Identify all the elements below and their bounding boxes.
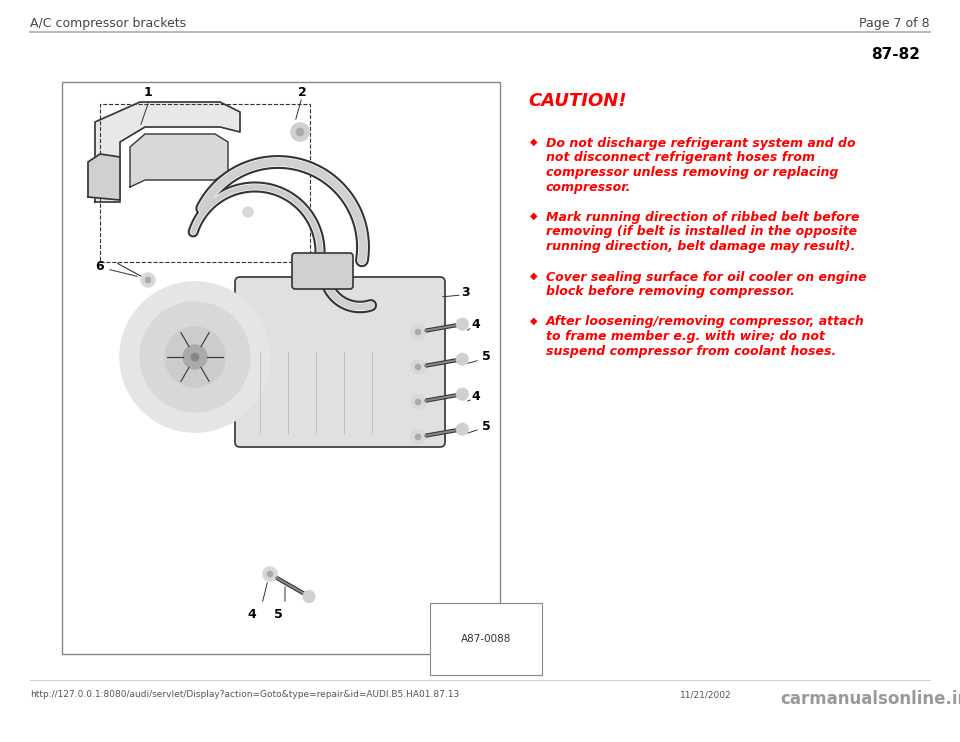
Text: compressor unless removing or replacing: compressor unless removing or replacing: [546, 166, 838, 179]
Text: Do not discharge refrigerant system and do: Do not discharge refrigerant system and …: [546, 137, 855, 150]
Circle shape: [415, 399, 421, 405]
Circle shape: [415, 329, 421, 335]
Text: Mark running direction of ribbed belt before: Mark running direction of ribbed belt be…: [546, 211, 859, 224]
Text: 2: 2: [298, 85, 306, 99]
Text: 6: 6: [96, 260, 105, 274]
Text: ◆: ◆: [530, 211, 538, 221]
Circle shape: [183, 345, 207, 369]
Circle shape: [456, 353, 468, 365]
Text: 4: 4: [471, 318, 480, 330]
Text: 4: 4: [471, 390, 480, 402]
Circle shape: [456, 423, 468, 436]
Text: http://127.0.0.1:8080/audi/servlet/Display?action=Goto&type=repair&id=AUDI.B5.HA: http://127.0.0.1:8080/audi/servlet/Displ…: [30, 690, 459, 699]
Text: A/C compressor brackets: A/C compressor brackets: [30, 17, 186, 30]
Circle shape: [411, 395, 425, 409]
Text: not disconnect refrigerant hoses from: not disconnect refrigerant hoses from: [546, 151, 815, 165]
Text: ◆: ◆: [530, 315, 538, 326]
Circle shape: [411, 360, 425, 374]
Text: removing (if belt is installed in the opposite: removing (if belt is installed in the op…: [546, 226, 857, 238]
Polygon shape: [95, 102, 240, 202]
Polygon shape: [88, 154, 120, 200]
Circle shape: [165, 327, 225, 387]
Text: Cover sealing surface for oil cooler on engine: Cover sealing surface for oil cooler on …: [546, 271, 867, 283]
Text: ◆: ◆: [530, 271, 538, 280]
FancyBboxPatch shape: [62, 82, 500, 654]
Circle shape: [243, 207, 253, 217]
Circle shape: [263, 567, 277, 581]
Text: 87-82: 87-82: [871, 47, 920, 62]
Text: suspend compressor from coolant hoses.: suspend compressor from coolant hoses.: [546, 344, 836, 358]
Circle shape: [415, 434, 421, 440]
Circle shape: [411, 325, 425, 339]
Circle shape: [303, 591, 315, 603]
Text: 3: 3: [462, 286, 470, 298]
Text: 1: 1: [144, 85, 153, 99]
Circle shape: [120, 282, 270, 432]
Text: Page 7 of 8: Page 7 of 8: [859, 17, 930, 30]
Circle shape: [415, 364, 421, 370]
Circle shape: [145, 277, 151, 283]
Text: 4: 4: [248, 608, 256, 620]
Text: After loosening/removing compressor, attach: After loosening/removing compressor, att…: [546, 315, 865, 329]
Circle shape: [267, 571, 273, 577]
Text: 5: 5: [482, 350, 491, 364]
Circle shape: [296, 128, 304, 136]
Text: carmanualsonline.info: carmanualsonline.info: [780, 690, 960, 708]
Circle shape: [456, 388, 468, 400]
Text: ◆: ◆: [530, 137, 538, 147]
Text: 11/21/2002: 11/21/2002: [680, 690, 732, 699]
Text: compressor.: compressor.: [546, 180, 632, 194]
Text: to frame member e.g. with wire; do not: to frame member e.g. with wire; do not: [546, 330, 825, 343]
Text: running direction, belt damage may result).: running direction, belt damage may resul…: [546, 240, 855, 253]
Text: CAUTION!: CAUTION!: [528, 92, 627, 110]
Text: block before removing compressor.: block before removing compressor.: [546, 285, 795, 298]
Polygon shape: [130, 134, 228, 187]
Circle shape: [456, 318, 468, 330]
Circle shape: [291, 123, 309, 141]
Text: 5: 5: [274, 608, 282, 620]
Circle shape: [140, 302, 250, 412]
Text: A87-0088: A87-0088: [461, 634, 511, 644]
FancyBboxPatch shape: [292, 253, 353, 289]
FancyBboxPatch shape: [235, 277, 445, 447]
Circle shape: [141, 273, 155, 287]
Text: 5: 5: [482, 419, 491, 433]
Circle shape: [191, 353, 199, 361]
Circle shape: [411, 430, 425, 444]
